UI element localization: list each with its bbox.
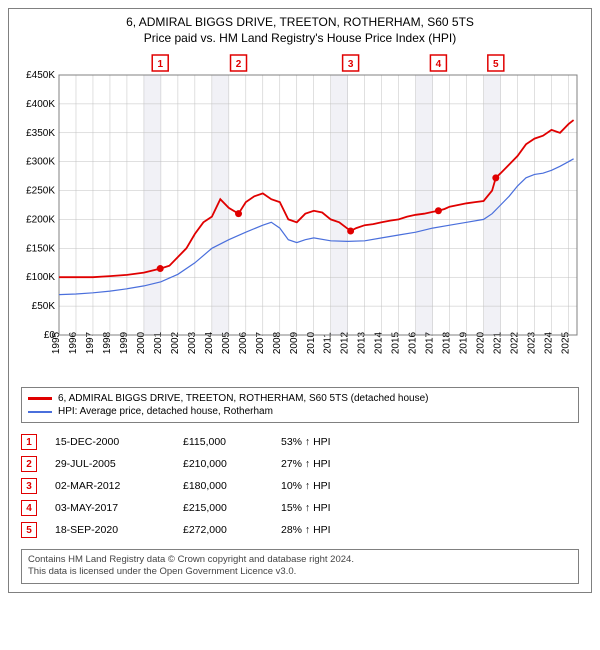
sales-row: 4 03-MAY-2017 £215,000 15% ↑ HPI (21, 497, 579, 519)
svg-text:4: 4 (436, 59, 442, 70)
address-title: 6, ADMIRAL BIGGS DRIVE, TREETON, ROTHERH… (13, 15, 587, 29)
sale-date: 29-JUL-2005 (55, 458, 165, 470)
title-block: 6, ADMIRAL BIGGS DRIVE, TREETON, ROTHERH… (9, 9, 591, 47)
svg-text:£300K: £300K (26, 157, 55, 168)
legend-swatch-blue (28, 411, 52, 413)
sale-hpi-delta: 15% ↑ HPI (281, 502, 391, 514)
sales-table: 1 15-DEC-2000 £115,000 53% ↑ HPI 2 29-JUL-200… (21, 431, 579, 541)
sales-row: 1 15-DEC-2000 £115,000 53% ↑ HPI (21, 431, 579, 453)
sale-hpi-delta: 27% ↑ HPI (281, 458, 391, 470)
legend-label-hpi: HPI: Average price, detached house, Roth… (58, 406, 273, 417)
sale-hpi-delta: 28% ↑ HPI (281, 524, 391, 536)
sale-index-box: 5 (21, 522, 37, 538)
svg-text:5: 5 (493, 59, 499, 70)
legend-item-hpi: HPI: Average price, detached house, Roth… (28, 405, 572, 418)
svg-text:£50K: £50K (32, 301, 56, 312)
subtitle: Price paid vs. HM Land Registry's House … (13, 31, 587, 45)
sales-row: 3 02-MAR-2012 £180,000 10% ↑ HPI (21, 475, 579, 497)
attribution-footer: Contains HM Land Registry data © Crown c… (21, 549, 579, 584)
svg-text:£400K: £400K (26, 99, 55, 110)
sale-hpi-delta: 53% ↑ HPI (281, 436, 391, 448)
sale-price: £210,000 (183, 458, 263, 470)
svg-text:1: 1 (157, 59, 163, 70)
legend-item-property: 6, ADMIRAL BIGGS DRIVE, TREETON, ROTHERH… (28, 392, 572, 405)
legend-label-property: 6, ADMIRAL BIGGS DRIVE, TREETON, ROTHERH… (58, 393, 429, 404)
svg-text:3: 3 (348, 59, 354, 70)
legend-swatch-red (28, 397, 52, 400)
sale-index-box: 1 (21, 434, 37, 450)
legend: 6, ADMIRAL BIGGS DRIVE, TREETON, ROTHERH… (21, 387, 579, 423)
sale-index-box: 3 (21, 478, 37, 494)
svg-text:£150K: £150K (26, 243, 55, 254)
svg-text:£350K: £350K (26, 128, 55, 139)
sale-price: £215,000 (183, 502, 263, 514)
svg-text:£250K: £250K (26, 186, 55, 197)
svg-text:£450K: £450K (26, 70, 55, 81)
sale-date: 03-MAY-2017 (55, 502, 165, 514)
svg-text:£100K: £100K (26, 272, 55, 283)
sales-row: 5 18-SEP-2020 £272,000 28% ↑ HPI (21, 519, 579, 541)
chart-area: £0£50K£100K£150K£200K£250K£300K£350K£400… (17, 51, 583, 381)
line-chart: £0£50K£100K£150K£200K£250K£300K£350K£400… (17, 51, 585, 381)
sale-date: 02-MAR-2012 (55, 480, 165, 492)
sale-price: £180,000 (183, 480, 263, 492)
footer-line-1: Contains HM Land Registry data © Crown c… (28, 554, 572, 566)
sale-index-box: 2 (21, 456, 37, 472)
svg-text:2: 2 (236, 59, 242, 70)
footer-line-2: This data is licensed under the Open Gov… (28, 566, 572, 578)
sale-hpi-delta: 10% ↑ HPI (281, 480, 391, 492)
sale-date: 18-SEP-2020 (55, 524, 165, 536)
sale-price: £115,000 (183, 436, 263, 448)
sale-date: 15-DEC-2000 (55, 436, 165, 448)
sale-price: £272,000 (183, 524, 263, 536)
chart-card: 6, ADMIRAL BIGGS DRIVE, TREETON, ROTHERH… (8, 8, 592, 593)
svg-text:£200K: £200K (26, 214, 55, 225)
sale-index-box: 4 (21, 500, 37, 516)
sales-row: 2 29-JUL-2005 £210,000 27% ↑ HPI (21, 453, 579, 475)
